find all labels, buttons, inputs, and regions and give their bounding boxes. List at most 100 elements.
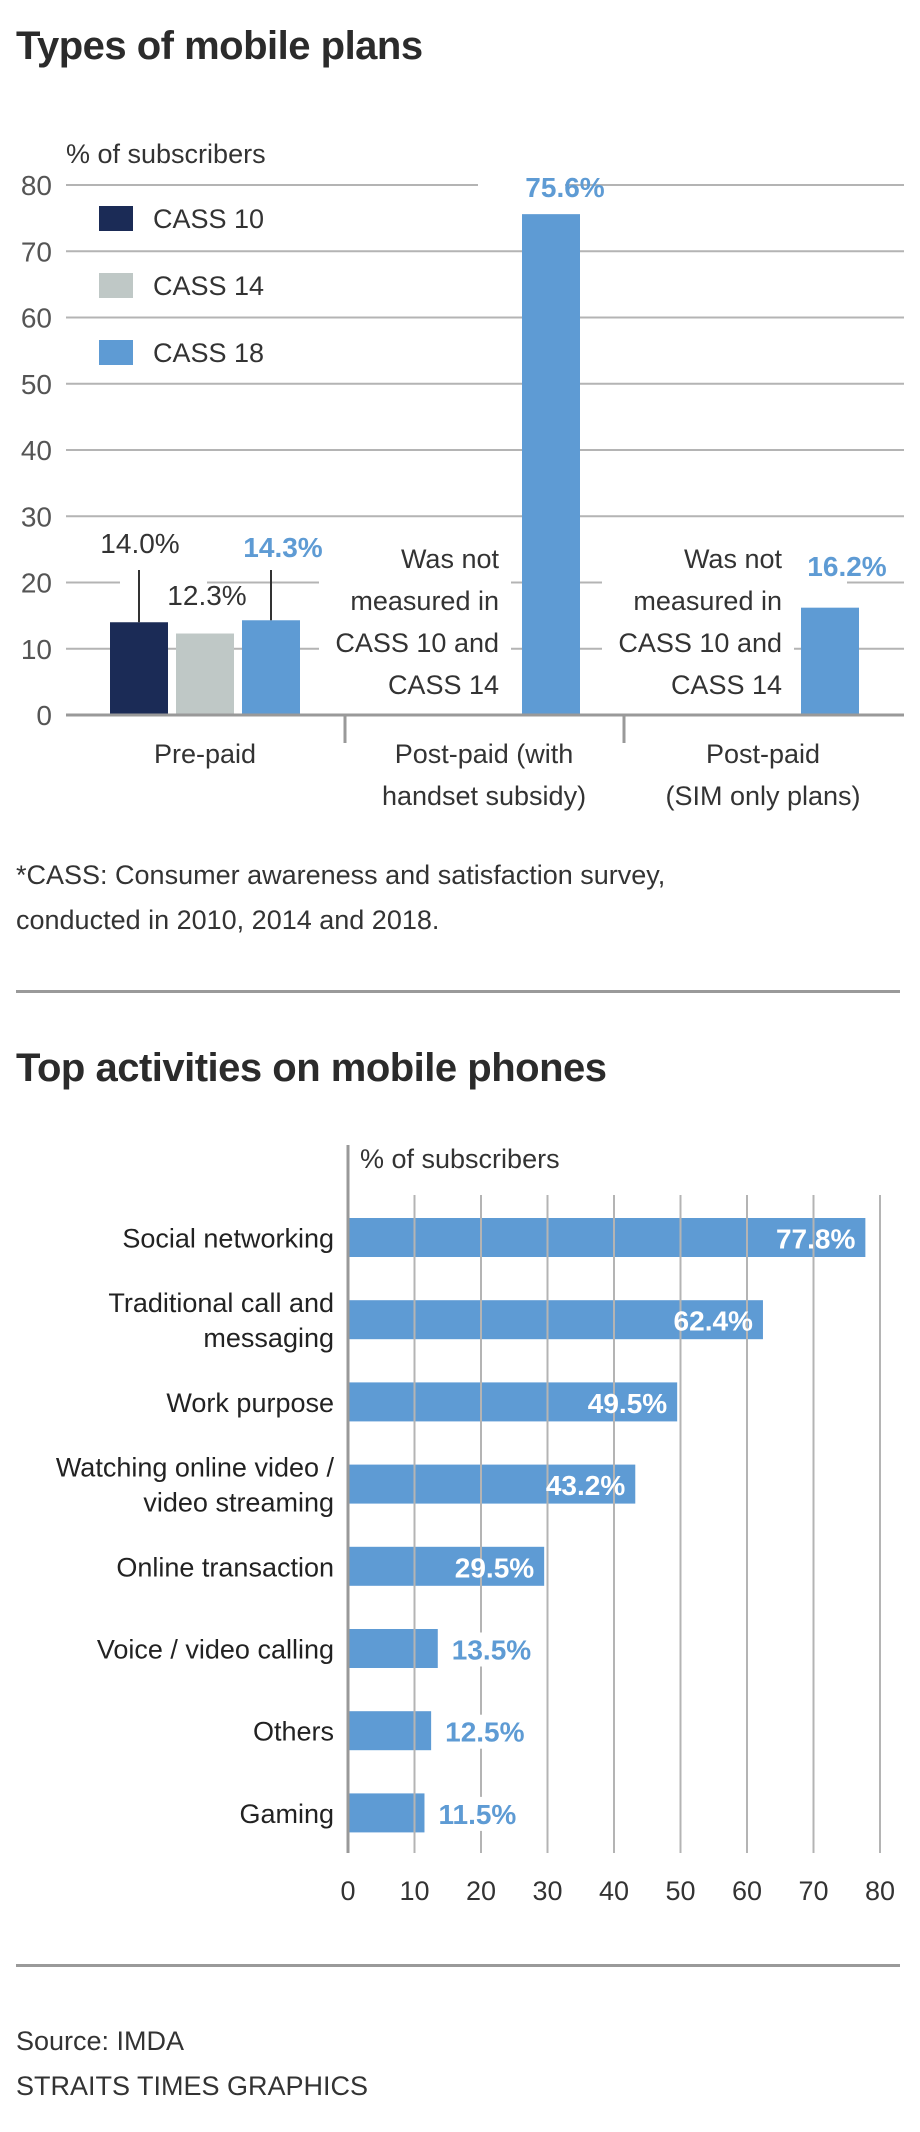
c1-value-label: 16.2% xyxy=(807,551,886,582)
c1-bar xyxy=(242,620,300,715)
footer-divider xyxy=(16,1964,900,1967)
c1-legend-label: CASS 14 xyxy=(153,271,264,301)
c2-value-label: 12.5% xyxy=(445,1717,524,1748)
c1-label-masks xyxy=(53,171,847,700)
c2-gridlines xyxy=(346,1145,881,1853)
c1-text: 0 10 20 30 40 50 60 70 80 % of subscribers 14.0% 12… xyxy=(21,139,904,811)
c2-xlabel: % of subscribers xyxy=(360,1144,560,1174)
c1-legend-label: CASS 10 xyxy=(153,204,264,234)
c2-label-mask xyxy=(441,1714,528,1749)
c2-category-label: Voice / video calling xyxy=(97,1635,334,1665)
section-divider xyxy=(16,990,900,993)
c1-ytick-label: 70 xyxy=(21,236,52,267)
c2-bar xyxy=(348,1218,866,1257)
c2-xtick-label: 70 xyxy=(798,1876,828,1906)
c2-value-label: 29.5% xyxy=(455,1552,534,1583)
c1-legend-swatch xyxy=(99,273,133,298)
c1-label-mask xyxy=(478,171,565,207)
chart2-title: Top activities on mobile phones xyxy=(16,1046,607,1090)
credit-text: STRAITS TIMES GRAPHICS xyxy=(16,2071,369,2101)
c2-bar xyxy=(348,1382,678,1422)
c2-bars xyxy=(348,1218,866,1833)
c2-category-label: Work purpose xyxy=(166,1388,334,1418)
c2-category-label: Online transaction xyxy=(116,1552,334,1582)
plan-types-chart: 0 10 20 30 40 50 60 70 80 % of subscribers 14.0% 12… xyxy=(21,139,904,811)
c1-label-mask xyxy=(120,579,207,615)
c1-bar xyxy=(176,633,234,715)
c1-ytick-label: 30 xyxy=(21,501,52,532)
c2-xtick-label: 20 xyxy=(466,1876,496,1906)
c1-ytick-label: 20 xyxy=(21,568,52,599)
c2-value-label: 11.5% xyxy=(438,1799,516,1830)
c1-category-label: Pre-paid xyxy=(154,739,256,769)
c2-text: % of subscribers 0 10 20 30 40 50 60 70 80 Social … xyxy=(56,1144,895,1906)
footnote-line-1: *CASS: Consumer awareness and satisfacti… xyxy=(16,860,666,890)
c1-annotation-line: CASS 10 and xyxy=(335,628,499,658)
c1-label-mask xyxy=(53,527,140,563)
c2-bar xyxy=(348,1464,636,1504)
c2-category-label: messaging xyxy=(203,1323,334,1353)
c1-ylabel: % of subscribers xyxy=(66,139,266,169)
c1-legend-swatch xyxy=(99,206,133,231)
c2-xtick-label: 10 xyxy=(399,1876,429,1906)
c1-annotation-line: Was not xyxy=(684,544,783,574)
c1-ytick-label: 10 xyxy=(21,634,52,665)
c2-category-label: Gaming xyxy=(239,1799,334,1829)
c1-label-mask xyxy=(196,531,283,567)
c2-value-label: 13.5% xyxy=(452,1635,531,1666)
c2-category-label: Watching online video / xyxy=(56,1453,335,1483)
c1-value-label: 14.0% xyxy=(100,528,179,559)
c1-annotation-line: measured in xyxy=(350,586,499,616)
c1-category-label: (SIM only plans) xyxy=(665,781,860,811)
c2-category-label: Traditional call and xyxy=(108,1288,334,1318)
source-text: Source: IMDA xyxy=(16,2026,185,2056)
c1-bars xyxy=(110,214,859,715)
c1-legend-label: CASS 18 xyxy=(153,338,264,368)
c1-category-label: Post-paid (with xyxy=(395,739,574,769)
c2-category-label: Social networking xyxy=(122,1224,334,1254)
c1-annotation-mask xyxy=(602,530,794,700)
c2-xtick-label: 0 xyxy=(340,1876,355,1906)
c2-value-label: 49.5% xyxy=(588,1388,667,1419)
c1-annotation-line: measured in xyxy=(633,586,782,616)
c1-value-label: 75.6% xyxy=(525,172,604,203)
c1-value-label: 14.3% xyxy=(243,532,322,563)
c1-value-label: 12.3% xyxy=(167,580,246,611)
c2-xtick-label: 80 xyxy=(865,1876,895,1906)
activities-chart: % of subscribers 0 10 20 30 40 50 60 70 80 Social … xyxy=(56,1144,895,1906)
c2-value-label: 43.2% xyxy=(546,1470,625,1501)
c2-xtick-label: 30 xyxy=(532,1876,562,1906)
c1-bar xyxy=(801,607,859,715)
c1-ytick-label: 50 xyxy=(21,369,52,400)
c1-ytick-label: 60 xyxy=(21,303,52,334)
c1-ytick-label: 40 xyxy=(21,435,52,466)
c2-label-mask xyxy=(434,1796,521,1831)
c1-annotation-line: CASS 14 xyxy=(671,670,782,700)
c2-bar xyxy=(348,1546,545,1586)
c2-bar xyxy=(348,1711,432,1751)
c2-bar xyxy=(348,1629,438,1668)
footnote-line-2: conducted in 2010, 2014 and 2018. xyxy=(16,905,440,935)
c1-annotation-mask xyxy=(319,530,511,700)
c1-bar xyxy=(110,622,168,715)
c1-annotation-line: CASS 10 and xyxy=(618,628,782,658)
c1-category-label: Post-paid xyxy=(706,739,820,769)
c2-bar xyxy=(348,1300,763,1340)
c1-ytick-label: 0 xyxy=(36,700,52,731)
c1-category-label: handset subsidy) xyxy=(382,781,586,811)
c1-annotation-line: Was not xyxy=(401,544,500,574)
c1-legend-swatch xyxy=(99,340,133,365)
c2-category-label: Others xyxy=(253,1717,334,1747)
c1-ytick-label: 80 xyxy=(21,170,52,201)
c1-annotation-line: CASS 14 xyxy=(388,670,499,700)
c2-category-label: video streaming xyxy=(143,1488,334,1518)
c2-value-label: 62.4% xyxy=(674,1306,753,1337)
c2-value-label: 77.8% xyxy=(776,1224,855,1255)
c2-label-mask xyxy=(447,1632,535,1667)
c1-bar xyxy=(522,214,580,715)
c2-xtick-label: 60 xyxy=(732,1876,762,1906)
chart1-title: Types of mobile plans xyxy=(16,24,423,68)
c2-xtick-label: 40 xyxy=(599,1876,629,1906)
c2-xtick-label: 50 xyxy=(665,1876,695,1906)
c2-bar xyxy=(348,1793,425,1833)
